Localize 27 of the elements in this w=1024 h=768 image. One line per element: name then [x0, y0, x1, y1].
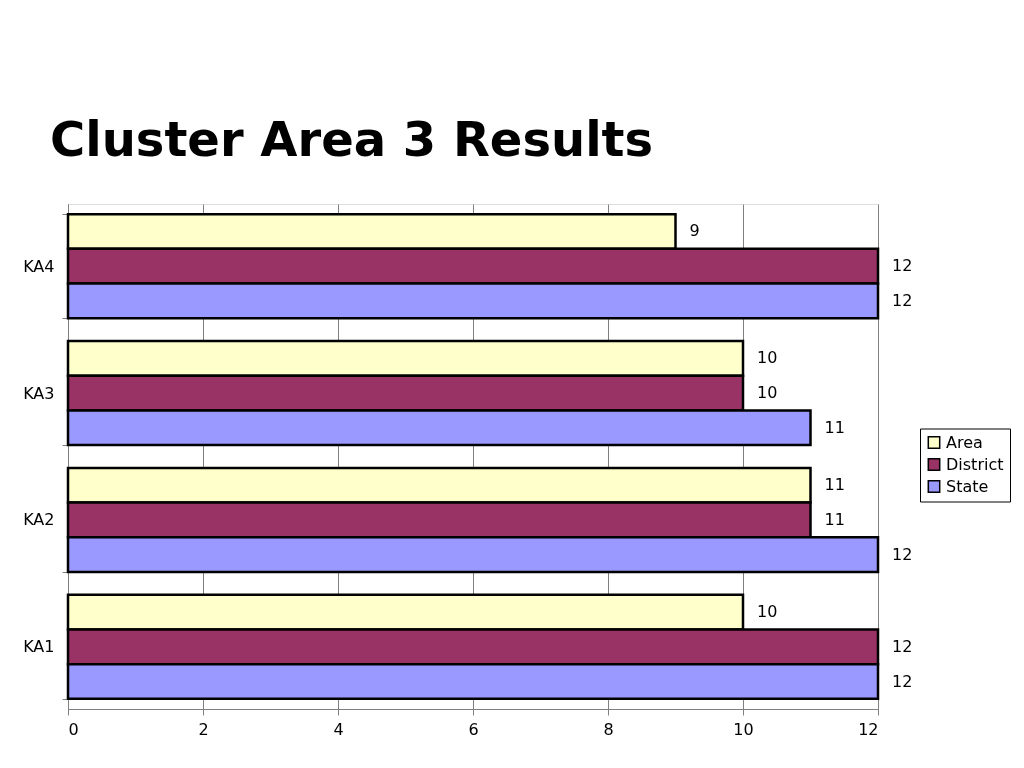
- x-tick-label: 6: [468, 719, 479, 739]
- y-tick-label: KA1: [23, 637, 55, 657]
- chart-title: Cluster Area 3 Results: [50, 111, 654, 167]
- data-label: 9: [689, 221, 700, 241]
- data-label: 11: [824, 509, 845, 529]
- data-label: 12: [892, 671, 913, 691]
- legend-label: District: [946, 454, 1004, 474]
- x-tick-label: 12: [858, 719, 879, 739]
- y-tick-label: KA4: [23, 256, 55, 276]
- data-label: 11: [824, 475, 845, 495]
- x-tick-label: 2: [198, 719, 209, 739]
- data-label: 12: [892, 256, 913, 276]
- data-label: 12: [892, 636, 913, 656]
- data-label: 10: [757, 348, 778, 368]
- x-tick-label: 4: [333, 719, 344, 739]
- data-label: 12: [892, 290, 913, 310]
- legend-label: State: [946, 476, 989, 496]
- x-tick-label: 8: [603, 719, 614, 739]
- x-tick-label: 0: [68, 719, 79, 739]
- x-tick-label: 10: [733, 719, 754, 739]
- data-label: 10: [757, 383, 778, 403]
- y-tick-label: KA2: [23, 510, 55, 530]
- y-tick-label: KA3: [23, 383, 55, 403]
- data-label: 10: [757, 602, 778, 622]
- data-label: 12: [892, 544, 913, 564]
- legend-label: Area: [946, 432, 983, 452]
- data-label: 11: [824, 417, 845, 437]
